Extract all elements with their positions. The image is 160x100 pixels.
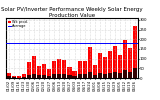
Bar — [77, 61, 82, 78]
Bar — [108, 73, 112, 78]
Legend: Wk prod., Average: Wk prod., Average — [8, 20, 29, 29]
Bar — [52, 74, 56, 78]
Bar — [42, 64, 46, 78]
Bar — [108, 51, 112, 78]
Bar — [123, 70, 127, 78]
Bar — [67, 67, 72, 78]
Bar — [7, 73, 11, 78]
Bar — [113, 46, 117, 78]
Bar — [62, 60, 67, 78]
Bar — [118, 55, 122, 78]
Bar — [67, 76, 72, 78]
Bar — [133, 26, 137, 78]
Bar — [103, 57, 107, 78]
Bar — [72, 76, 77, 78]
Bar — [37, 66, 41, 78]
Bar — [12, 77, 16, 78]
Bar — [98, 53, 102, 78]
Bar — [88, 47, 92, 78]
Bar — [47, 76, 51, 78]
Bar — [22, 74, 26, 78]
Bar — [72, 71, 77, 78]
Bar — [27, 62, 31, 78]
Bar — [57, 74, 61, 78]
Bar — [27, 74, 31, 78]
Bar — [32, 74, 36, 78]
Bar — [62, 74, 67, 78]
Bar — [12, 76, 16, 78]
Bar — [133, 68, 137, 78]
Bar — [98, 73, 102, 78]
Bar — [103, 74, 107, 78]
Bar — [77, 74, 82, 78]
Bar — [93, 65, 97, 78]
Bar — [118, 73, 122, 78]
Bar — [123, 40, 127, 78]
Bar — [83, 61, 87, 78]
Title: Solar PV/Inverter Performance Weekly Solar Energy Production Value: Solar PV/Inverter Performance Weekly Sol… — [1, 7, 143, 18]
Bar — [47, 69, 51, 78]
Bar — [7, 76, 11, 78]
Bar — [113, 72, 117, 78]
Bar — [52, 61, 56, 78]
Bar — [88, 72, 92, 78]
Bar — [37, 75, 41, 78]
Bar — [17, 76, 21, 78]
Bar — [22, 77, 26, 78]
Bar — [128, 72, 132, 78]
Bar — [83, 74, 87, 78]
Bar — [57, 59, 61, 78]
Bar — [93, 75, 97, 78]
Bar — [32, 56, 36, 78]
Bar — [128, 48, 132, 78]
Bar — [42, 75, 46, 78]
